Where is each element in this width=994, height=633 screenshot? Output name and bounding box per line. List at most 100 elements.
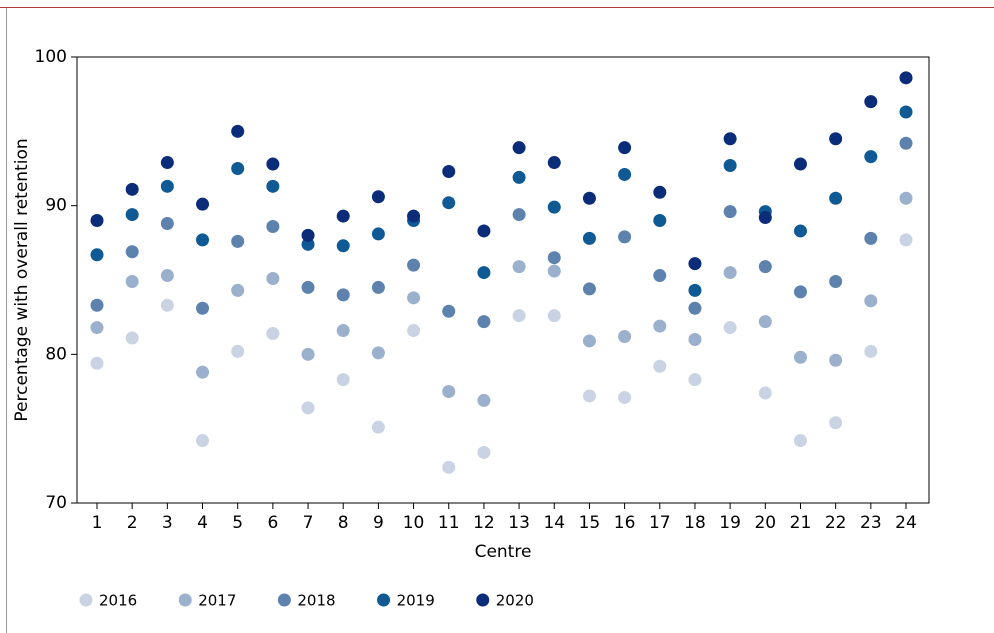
point [477, 224, 491, 238]
x-tick-label: 13 [508, 513, 530, 533]
point [266, 157, 280, 171]
x-tick-label: 22 [825, 513, 847, 533]
point [688, 332, 702, 346]
point [582, 191, 596, 205]
point [829, 353, 843, 367]
point [688, 373, 702, 387]
point [512, 309, 526, 323]
point [336, 324, 350, 338]
point [477, 445, 491, 459]
point [618, 167, 632, 181]
x-tick-label: 3 [162, 513, 173, 533]
point [336, 239, 350, 253]
x-tick-label: 10 [403, 513, 425, 533]
point [547, 264, 561, 278]
point [160, 156, 174, 170]
point [582, 231, 596, 245]
point [653, 185, 667, 199]
point [336, 288, 350, 302]
point [442, 164, 456, 178]
x-tick-label: 14 [543, 513, 565, 533]
point [653, 359, 667, 373]
point [582, 389, 596, 403]
x-tick-label: 6 [267, 513, 278, 533]
point [90, 248, 104, 262]
point [864, 231, 878, 245]
point [196, 434, 210, 448]
x-tick-label: 5 [232, 513, 243, 533]
point [266, 327, 280, 341]
point [301, 347, 315, 361]
x-tick-label: 12 [473, 513, 495, 533]
point [407, 209, 421, 223]
point [512, 208, 526, 222]
point [864, 294, 878, 308]
point [653, 319, 667, 333]
point [899, 136, 913, 150]
point [723, 266, 737, 280]
point [371, 190, 385, 204]
point [793, 350, 807, 364]
point [442, 385, 456, 398]
point [864, 95, 878, 109]
x-tick-label: 24 [895, 513, 917, 533]
point [512, 141, 526, 155]
point [231, 234, 245, 248]
point [196, 301, 210, 315]
point [723, 205, 737, 219]
point [688, 301, 702, 315]
point [864, 150, 878, 164]
point [160, 298, 174, 312]
x-tick-label: 7 [303, 513, 314, 533]
point [688, 257, 702, 271]
point [582, 334, 596, 348]
point [301, 280, 315, 294]
x-tick-label: 2 [127, 513, 138, 533]
point [266, 219, 280, 233]
point [90, 298, 104, 312]
point [266, 179, 280, 193]
point [160, 217, 174, 231]
point [371, 280, 385, 294]
point [758, 315, 772, 329]
point [793, 434, 807, 448]
point [266, 272, 280, 286]
point [899, 71, 913, 85]
point [618, 141, 632, 155]
point [723, 132, 737, 146]
point [793, 224, 807, 238]
point [477, 266, 491, 280]
legend-label: 2016 [99, 592, 137, 610]
point [442, 304, 456, 318]
point [758, 386, 772, 400]
x-axis-label: Centre [475, 542, 532, 562]
x-tick-label: 11 [438, 513, 460, 533]
point [407, 258, 421, 272]
point [477, 393, 491, 407]
point [547, 251, 561, 265]
legend-marker [377, 593, 391, 607]
point [512, 260, 526, 274]
point [371, 227, 385, 241]
point [653, 269, 667, 283]
point [90, 356, 104, 370]
legend-marker [277, 593, 291, 607]
point [196, 365, 210, 379]
legend-label: 2017 [198, 592, 236, 610]
point [829, 132, 843, 146]
y-tick-label: 80 [45, 344, 67, 364]
x-tick-label: 1 [92, 513, 103, 533]
point [829, 191, 843, 205]
point [125, 331, 139, 345]
legend-label: 2019 [397, 592, 435, 610]
point [758, 211, 772, 225]
point [125, 274, 139, 288]
y-tick-label: 100 [35, 47, 67, 67]
point [231, 344, 245, 358]
y-tick-label: 90 [45, 196, 67, 216]
point [90, 214, 104, 228]
point [618, 230, 632, 244]
x-tick-label: 21 [790, 513, 812, 533]
point [899, 191, 913, 205]
point [196, 197, 210, 211]
